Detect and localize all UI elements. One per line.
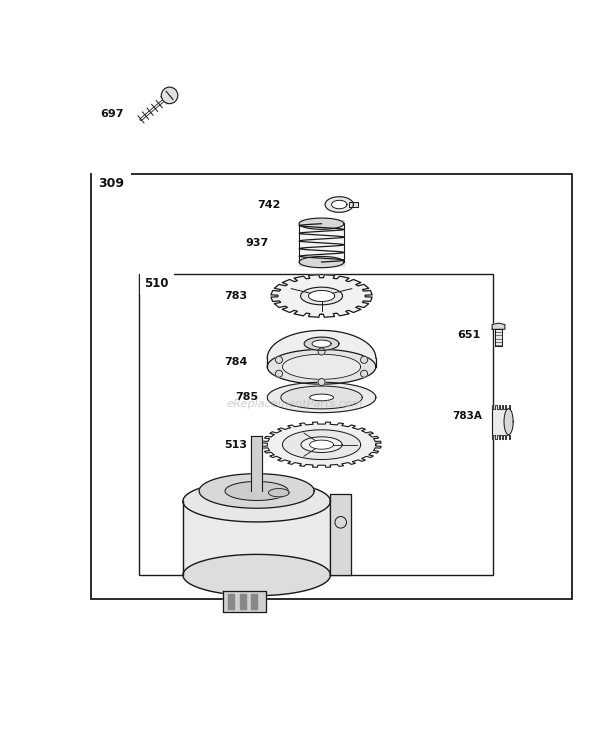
Polygon shape (267, 331, 376, 367)
Polygon shape (251, 594, 257, 609)
Text: 510: 510 (145, 277, 169, 290)
Polygon shape (312, 340, 331, 347)
Polygon shape (309, 291, 335, 302)
Polygon shape (183, 502, 330, 575)
Polygon shape (225, 481, 289, 501)
Polygon shape (268, 489, 289, 497)
Polygon shape (310, 394, 333, 400)
Text: eReplacementParts.com: eReplacementParts.com (227, 399, 363, 409)
Circle shape (318, 378, 325, 386)
Circle shape (360, 370, 368, 377)
Polygon shape (240, 594, 245, 609)
Polygon shape (492, 435, 493, 438)
Polygon shape (492, 323, 505, 329)
Polygon shape (509, 405, 510, 409)
Polygon shape (496, 435, 497, 438)
Text: 783: 783 (224, 291, 248, 301)
Circle shape (276, 370, 283, 377)
Circle shape (318, 348, 325, 355)
Circle shape (360, 357, 368, 363)
Polygon shape (496, 405, 497, 409)
Polygon shape (224, 591, 266, 612)
Polygon shape (262, 422, 381, 467)
Polygon shape (281, 386, 362, 409)
Polygon shape (228, 594, 234, 609)
Text: 784: 784 (224, 357, 248, 367)
Polygon shape (267, 382, 376, 412)
Polygon shape (251, 435, 262, 491)
Polygon shape (492, 409, 509, 435)
Polygon shape (310, 440, 333, 450)
Polygon shape (502, 405, 503, 409)
Polygon shape (492, 405, 493, 409)
Polygon shape (283, 429, 360, 459)
Polygon shape (299, 262, 344, 265)
Polygon shape (183, 481, 330, 522)
Polygon shape (504, 409, 513, 435)
Polygon shape (349, 202, 358, 207)
Polygon shape (325, 197, 353, 212)
Polygon shape (304, 337, 339, 350)
Text: 513: 513 (225, 440, 247, 450)
Circle shape (276, 357, 283, 363)
Circle shape (161, 87, 178, 104)
Polygon shape (183, 554, 330, 596)
Text: 309: 309 (99, 177, 124, 189)
Polygon shape (499, 405, 500, 409)
Text: 785: 785 (235, 392, 258, 403)
Polygon shape (332, 201, 347, 209)
Polygon shape (495, 329, 502, 346)
Text: 697: 697 (100, 109, 124, 120)
Polygon shape (299, 218, 344, 230)
Text: 937: 937 (245, 238, 268, 248)
Polygon shape (509, 435, 510, 438)
Text: 783A: 783A (452, 412, 481, 421)
Polygon shape (330, 494, 351, 575)
Polygon shape (301, 437, 342, 452)
Polygon shape (283, 354, 360, 379)
Polygon shape (199, 474, 314, 508)
Text: 742: 742 (257, 200, 280, 210)
Polygon shape (499, 435, 500, 438)
Polygon shape (502, 435, 503, 438)
Polygon shape (271, 275, 372, 317)
Polygon shape (300, 288, 343, 305)
Polygon shape (299, 220, 344, 224)
Polygon shape (299, 256, 344, 267)
Polygon shape (267, 349, 376, 384)
Text: 651: 651 (457, 330, 481, 340)
Polygon shape (505, 405, 506, 409)
Polygon shape (505, 435, 506, 438)
